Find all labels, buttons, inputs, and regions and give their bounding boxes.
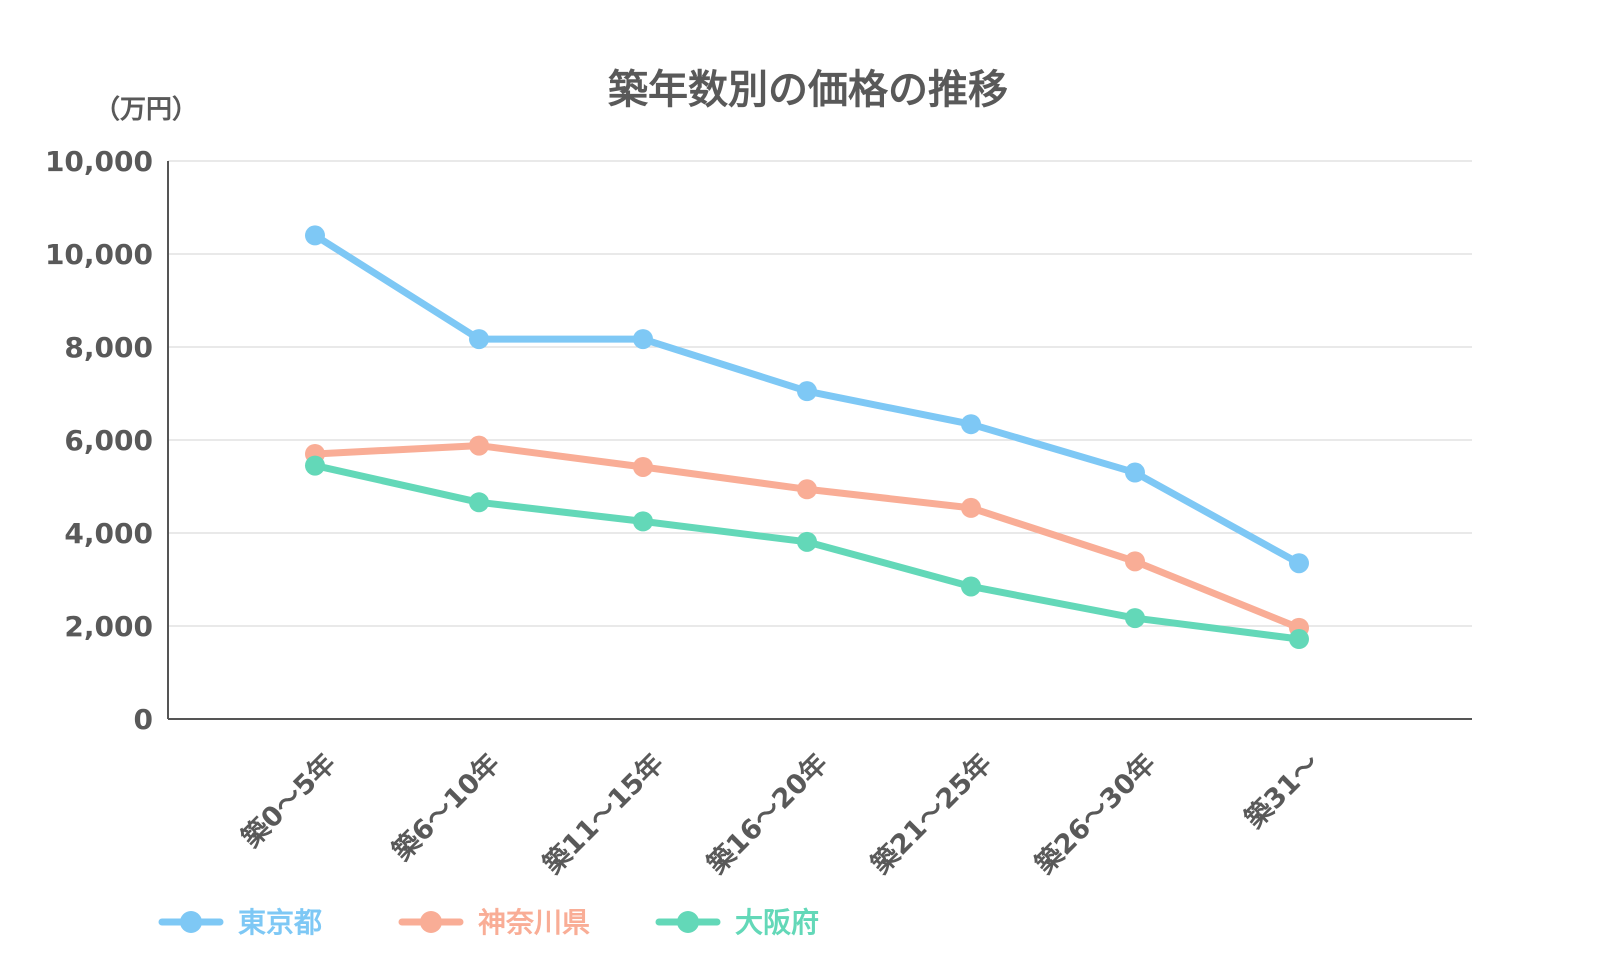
data-point [797, 479, 817, 500]
data-point [305, 455, 325, 476]
data-point [1125, 551, 1145, 572]
x-tick-label: 築21～25年 [864, 747, 998, 881]
data-point [961, 576, 981, 597]
x-tick-label: 築26～30年 [1028, 747, 1162, 881]
series-1 [305, 225, 1309, 574]
data-point [797, 531, 817, 552]
legend-swatch-dot [180, 911, 202, 933]
y-tick-label: 10,000 [45, 145, 153, 178]
data-point [961, 497, 981, 518]
y-tick-label: 0 [134, 703, 153, 736]
legend-item: 東京都 [158, 906, 322, 939]
data-point [797, 381, 817, 402]
legend-swatch-dot [677, 911, 699, 933]
x-axis-ticks: 築0～5年 築6～10年 築11～15年 築16～20年 築21～25年 築26～30年築… [235, 747, 1326, 881]
y-tick-label: 4,000 [64, 517, 153, 550]
data-point [633, 456, 653, 477]
legend-swatch-dot [420, 911, 442, 933]
y-tick-label: 10,000 [45, 238, 153, 271]
x-tick-label: 築6～10年 [385, 747, 505, 867]
series-lines [305, 225, 1309, 650]
data-point [633, 329, 653, 350]
data-point [961, 414, 981, 435]
series-3 [305, 455, 1309, 650]
y-axis-unit-label: （万円） [94, 95, 198, 125]
x-tick-label: 築16～20年 [700, 747, 834, 881]
legend-label: 東京都 [238, 906, 322, 939]
data-point [305, 225, 325, 246]
data-point [469, 435, 489, 456]
axes [167, 161, 1472, 720]
y-axis-ticks: 0 2,000 4,000 6,000 8,000 10,000 10,000 [45, 145, 153, 736]
legend-label: 神奈川県 [478, 906, 590, 939]
legend-item: 神奈川県 [398, 906, 590, 939]
legend-item: 大阪府 [655, 906, 819, 939]
y-tick-label: 8,000 [64, 331, 153, 364]
data-point [469, 329, 489, 350]
x-tick-label: 築0～5年 [235, 747, 342, 854]
data-point [1125, 608, 1145, 629]
grid-lines [168, 160, 1472, 627]
data-point [1289, 629, 1309, 650]
legend-label: 大阪府 [735, 906, 819, 939]
chart-title: 築年数別の価格の推移 [608, 67, 1008, 113]
legend: 東京都 神奈川県 大阪府 [158, 906, 819, 939]
data-point [1125, 462, 1145, 483]
data-point [1289, 553, 1309, 574]
x-tick-label: 築11～15年 [536, 747, 670, 881]
y-tick-label: 6,000 [64, 424, 153, 457]
x-tick-label: 築31～ [1238, 747, 1326, 835]
data-point [633, 511, 653, 532]
data-point [469, 492, 489, 513]
y-tick-label: 2,000 [64, 610, 153, 643]
